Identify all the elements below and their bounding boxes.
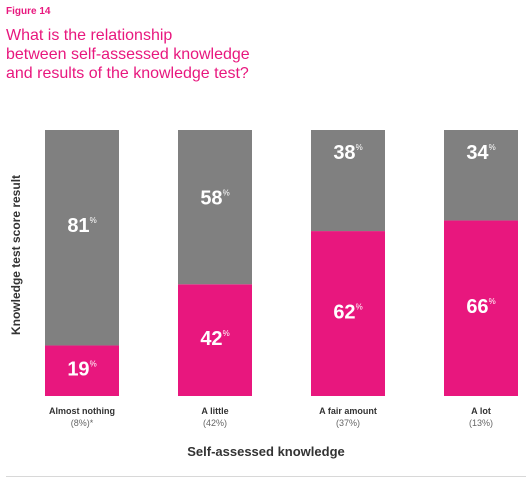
chart-title: What is the relationship between self-as… — [6, 26, 306, 83]
x-tick-share: (42%) — [203, 418, 227, 428]
x-tick-label: A little — [201, 406, 228, 416]
bottom-divider — [6, 476, 526, 477]
data-label-value: 62 — [333, 302, 355, 324]
data-label-percent: % — [90, 360, 97, 369]
x-tick-label: Almost nothing — [49, 406, 115, 416]
bar-segment — [178, 284, 252, 396]
bar-segment — [444, 130, 518, 221]
bar-segment — [45, 130, 119, 346]
y-axis-title-text: Knowledge test score result — [9, 174, 23, 336]
data-label: 19% — [67, 359, 96, 381]
data-label: 38% — [333, 142, 362, 164]
x-tick-share: (8%)* — [71, 418, 94, 428]
x-tick-label: A lot — [471, 406, 491, 416]
bar-segment — [311, 130, 385, 232]
bar-segment — [444, 220, 518, 396]
data-label-percent: % — [223, 189, 230, 198]
chart-title-line: between self-assessed knowledge — [6, 46, 250, 63]
data-label-value: 42 — [200, 328, 222, 350]
bar-segment — [178, 130, 252, 285]
x-tick-label: A fair amount — [319, 406, 377, 416]
data-label-value: 38 — [333, 142, 355, 164]
data-label: 58% — [200, 188, 229, 210]
bar-segment — [45, 345, 119, 396]
stacked-bar-chart: 19%81%Almost nothing(8%)*42%58%A little(… — [45, 130, 518, 428]
data-label-percent: % — [356, 143, 363, 152]
data-label-percent: % — [489, 297, 496, 306]
data-label-percent: % — [489, 143, 496, 152]
data-label-value: 19 — [67, 359, 89, 381]
chart-title-line: and results of the knowledge test? — [6, 65, 249, 82]
x-tick-share: (37%) — [336, 418, 360, 428]
y-axis-title: Knowledge test score result — [6, 160, 26, 350]
data-label: 62% — [333, 302, 362, 324]
data-label-percent: % — [356, 303, 363, 312]
data-label-value: 81 — [67, 215, 89, 237]
x-axis-title: Self-assessed knowledge — [187, 444, 345, 459]
figure-label: Figure 14 — [6, 6, 51, 17]
chart-title-line: What is the relationship — [6, 27, 173, 44]
data-label: 81% — [67, 215, 96, 237]
data-label-value: 66 — [466, 297, 488, 319]
data-label: 42% — [200, 328, 229, 350]
data-label-percent: % — [223, 329, 230, 338]
data-label-value: 34 — [466, 142, 489, 164]
bar-segment — [311, 231, 385, 396]
data-label: 66% — [466, 297, 495, 319]
x-tick-share: (13%) — [469, 418, 493, 428]
data-label-value: 58 — [200, 188, 222, 210]
data-label: 34% — [466, 142, 495, 164]
data-label-percent: % — [90, 216, 97, 225]
